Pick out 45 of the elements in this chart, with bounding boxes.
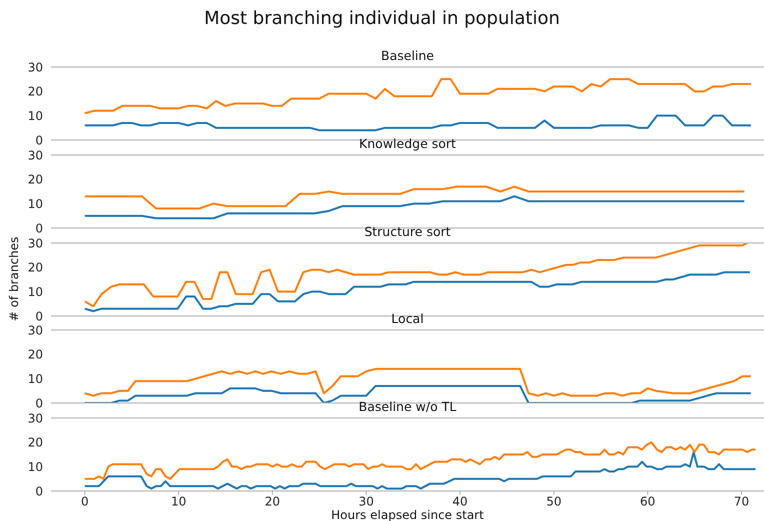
- line-series: [84, 242, 748, 307]
- y-tick-label: 30: [28, 60, 43, 74]
- x-tick-label: 50: [546, 494, 562, 509]
- y-axis-title: # of branches: [7, 236, 21, 321]
- y-tick-label: 30: [28, 236, 43, 250]
- x-tick-label: 60: [640, 494, 656, 509]
- y-tick-label: 0: [35, 484, 43, 498]
- line-series: [84, 114, 752, 132]
- y-tick-label: 10: [28, 460, 43, 474]
- y-tick-label: 10: [28, 372, 43, 386]
- x-tick-label: 0: [80, 494, 89, 509]
- line-series: [84, 441, 757, 480]
- y-tick-label: 0: [35, 396, 43, 411]
- y-tick-label: 30: [28, 148, 43, 162]
- chart-title: Most branching individual in population: [203, 8, 561, 29]
- y-tick-label: 0: [35, 308, 43, 323]
- chart-title: Knowledge sort: [358, 136, 457, 151]
- y-tick-label: 10: [28, 196, 43, 211]
- y-tick-label: 10: [28, 108, 43, 123]
- line-series: [84, 270, 751, 312]
- y-tick-label: 20: [28, 84, 43, 99]
- chart-title: Baseline w/o TL: [358, 399, 458, 414]
- y-tick-label: 20: [28, 172, 43, 186]
- x-tick-label: 20: [264, 494, 280, 509]
- x-tick-label: 10: [170, 494, 186, 509]
- y-tick-label: 20: [28, 436, 43, 450]
- y-tick-label: 20: [28, 348, 43, 362]
- x-tick-label: 40: [452, 494, 468, 509]
- line-series: [84, 368, 752, 397]
- y-tick-label: 0: [35, 133, 43, 148]
- line-series: [84, 385, 752, 404]
- y-tick-label: 10: [28, 284, 43, 298]
- line-series: [84, 451, 757, 490]
- chart-title: Structure sort: [363, 224, 452, 238]
- y-tick-label: 30: [28, 411, 43, 426]
- y-tick-label: 20: [28, 260, 43, 274]
- line-series: [84, 195, 746, 220]
- x-tick-label: 70: [734, 494, 750, 509]
- chart-title: Local: [390, 311, 425, 326]
- line-series: [84, 78, 752, 114]
- x-tick-label: 30: [358, 494, 374, 509]
- chart-subtitle: Baseline: [380, 48, 435, 63]
- line-series: [84, 185, 746, 210]
- y-tick-label: 0: [35, 221, 43, 236]
- y-tick-label: 30: [28, 324, 43, 338]
